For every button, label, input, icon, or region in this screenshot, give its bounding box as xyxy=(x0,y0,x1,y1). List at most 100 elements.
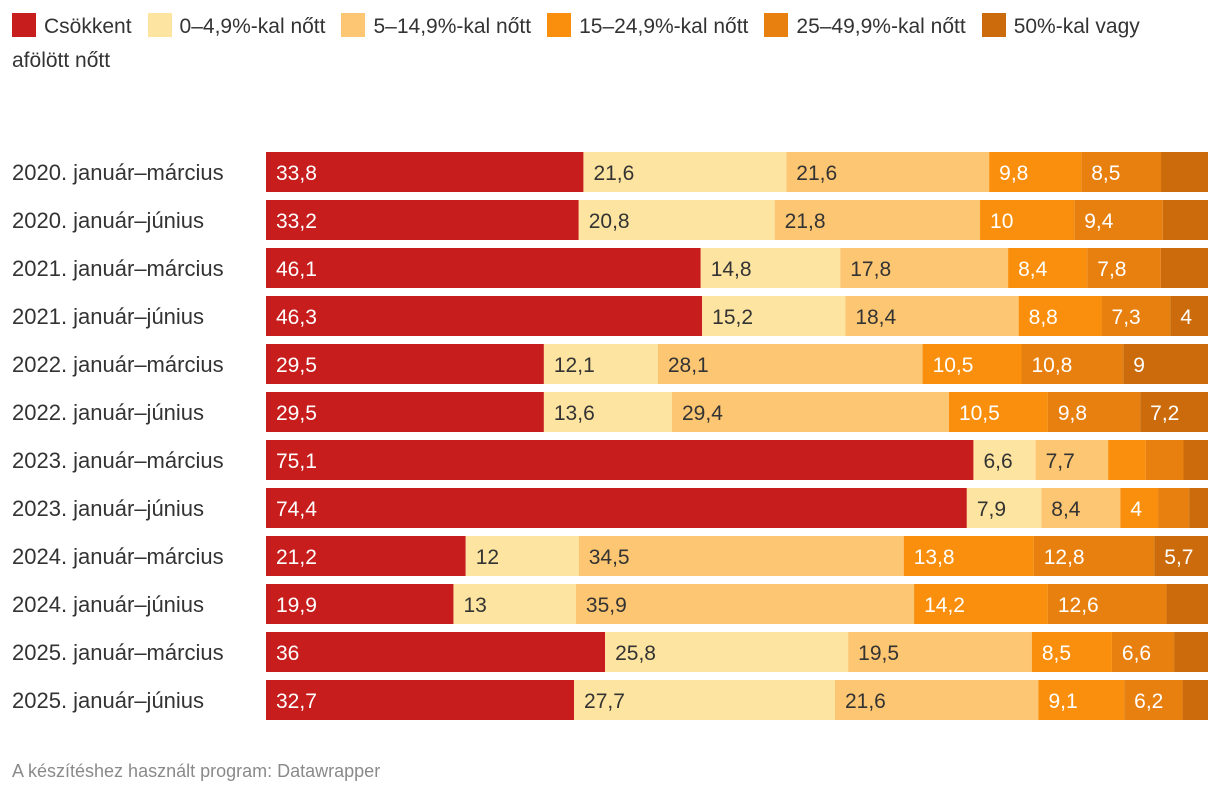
bar-row: 2023. január–március 75,1 6,6 7,7 xyxy=(12,440,1208,480)
chart-legend: Csökkent 0–4,9%-kal nőtt 5–14,9%-kal nőtt 1… xyxy=(12,10,1202,78)
legend-item-0: Csökkent xyxy=(12,13,132,38)
bar-segment xyxy=(989,152,1082,192)
bar-segment xyxy=(1183,440,1208,480)
bar-segment xyxy=(1166,584,1208,624)
bar-segment xyxy=(1120,488,1159,528)
bar-value-label: 7,3 xyxy=(1112,306,1141,329)
bar-segment xyxy=(1174,632,1208,672)
bar-segment xyxy=(948,392,1048,432)
bar-value-label: 19,9 xyxy=(276,594,317,617)
bar-segment xyxy=(266,584,454,624)
bar-value-label: 9,8 xyxy=(1058,402,1087,425)
bar-value-label: 46,1 xyxy=(276,258,317,281)
bar-value-label: 8,8 xyxy=(1029,306,1058,329)
legend-label: 25–49,9%-kal nőtt xyxy=(796,15,966,38)
bar-segment xyxy=(1182,680,1208,720)
bar-segment xyxy=(672,392,949,432)
bar-segment xyxy=(465,536,579,576)
legend-swatch xyxy=(764,13,789,37)
row-label: 2020. január–június xyxy=(12,208,204,233)
bar-value-label: 21,2 xyxy=(276,546,317,569)
bar-segment xyxy=(1031,632,1112,672)
legend-item-1: 0–4,9%-kal nőtt xyxy=(147,13,326,38)
bar-segment xyxy=(1162,200,1208,240)
bar-segment xyxy=(700,248,841,288)
bar-value-label: 18,4 xyxy=(855,306,896,329)
bar-segment xyxy=(453,584,576,624)
bar-value-label: 12,8 xyxy=(1044,546,1085,569)
legend-swatch xyxy=(12,13,36,37)
bar-segment xyxy=(1018,296,1102,336)
bar-value-label: 27,7 xyxy=(584,690,625,713)
row-label: 2021. január–június xyxy=(12,304,204,329)
bar-segment xyxy=(980,200,1075,240)
bar-value-label: 12 xyxy=(476,546,499,569)
legend-label: 0–4,9%-kal nőtt xyxy=(179,15,326,38)
bar-segment xyxy=(1160,248,1208,288)
bar-segment xyxy=(1170,296,1208,336)
bar-row: 2020. január–március 33,8 21,6 21,6 9,8 8,5 xyxy=(12,152,1208,192)
bar-value-label: 75,1 xyxy=(276,450,317,473)
bar-value-label: 9,4 xyxy=(1084,210,1114,233)
bar-row: 2020. január–június 33,2 20,8 21,8 10 9,4 xyxy=(12,200,1208,240)
bar-value-label: 17,8 xyxy=(850,258,891,281)
bar-value-label: 10,8 xyxy=(1031,354,1072,377)
bar-value-label: 10,5 xyxy=(933,354,974,377)
bar-segment xyxy=(574,680,835,720)
bar-segment xyxy=(1033,536,1155,576)
legend-label: 15–24,9%-kal nőtt xyxy=(579,15,749,38)
bar-segment xyxy=(266,200,579,240)
bar-segment xyxy=(840,248,1009,288)
bar-value-label: 25,8 xyxy=(615,642,656,665)
bar-segment xyxy=(1021,344,1124,384)
bar-value-label: 7,7 xyxy=(1046,450,1075,473)
bar-value-label: 74,4 xyxy=(276,498,317,521)
bar-segment xyxy=(702,296,846,336)
legend-item-3: 15–24,9%-kal nőtt xyxy=(547,13,749,38)
bar-segment xyxy=(583,152,787,192)
bar-value-label: 32,7 xyxy=(276,690,317,713)
bar-value-label: 14,8 xyxy=(711,258,752,281)
bar-value-label: 8,5 xyxy=(1091,162,1120,185)
bar-segment xyxy=(1140,392,1208,432)
bar-row: 2023. január–június 74,4 7,9 8,4 4 xyxy=(12,488,1208,528)
bar-value-label: 8,4 xyxy=(1018,258,1048,281)
row-label: 2025. január–március xyxy=(12,640,224,665)
bar-segment xyxy=(903,536,1034,576)
row-label: 2023. január–június xyxy=(12,496,204,521)
bar-value-label: 46,3 xyxy=(276,306,317,329)
bar-segment xyxy=(914,584,1048,624)
bar-value-label: 4 xyxy=(1130,498,1142,521)
legend-swatch xyxy=(147,13,172,37)
bar-segment xyxy=(1108,440,1146,480)
bar-value-label: 7,2 xyxy=(1150,402,1179,425)
bar-segment xyxy=(1087,248,1161,288)
bar-segment xyxy=(834,680,1039,720)
bar-value-label: 6,6 xyxy=(1122,642,1151,665)
bar-segment xyxy=(1047,392,1141,432)
bar-value-label: 12,6 xyxy=(1058,594,1099,617)
bar-value-label: 33,8 xyxy=(276,162,317,185)
legend-item-2: 5–14,9%-kal nőtt xyxy=(341,13,531,38)
bar-segment xyxy=(1124,680,1183,720)
bar-segment xyxy=(578,200,775,240)
bar-segment xyxy=(657,344,923,384)
bar-segment xyxy=(605,632,849,672)
bar-segment xyxy=(1041,488,1121,528)
legend-label: Csökkent xyxy=(44,15,132,38)
bar-value-label: 19,5 xyxy=(858,642,899,665)
legend-swatch xyxy=(981,13,1006,37)
bar-value-label: 34,5 xyxy=(589,546,630,569)
row-label: 2023. január–március xyxy=(12,448,224,473)
bar-segment xyxy=(1035,440,1109,480)
row-label: 2024. január–június xyxy=(12,592,204,617)
bar-value-label: 7,8 xyxy=(1097,258,1126,281)
bar-value-label: 5,7 xyxy=(1164,546,1193,569)
legend-item-4: 25–49,9%-kal nőtt xyxy=(764,13,966,38)
bar-row: 2024. január–március 21,2 12 34,5 13,8 12,8 5,… xyxy=(12,536,1208,576)
bar-segment xyxy=(845,296,1019,336)
bar-segment xyxy=(922,344,1022,384)
bar-segment xyxy=(1111,632,1175,672)
bar-value-label: 20,8 xyxy=(589,210,630,233)
bar-value-label: 4 xyxy=(1180,306,1192,329)
